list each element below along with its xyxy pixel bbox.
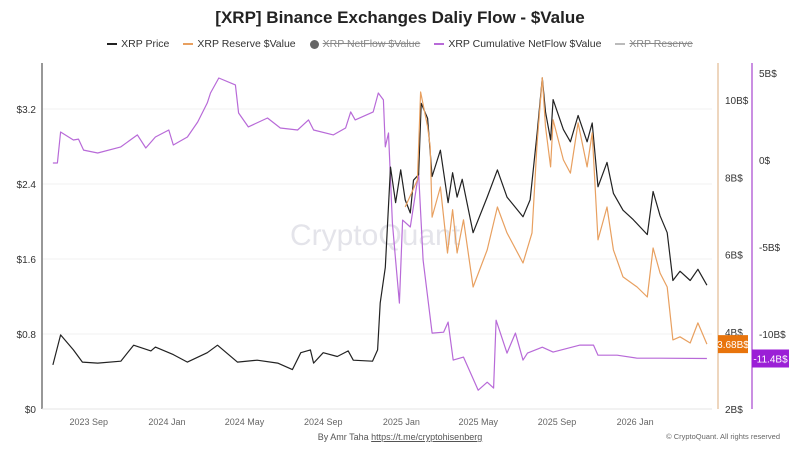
- legend-item-xrp-netflow-value[interactable]: XRP NetFlow $Value: [309, 38, 421, 50]
- x-tick-label: 2024 Sep: [304, 417, 343, 427]
- author-credit: By Amr Taha: [317, 432, 369, 442]
- line-swatch-icon: [434, 43, 445, 45]
- legend-item-xrp-reserve[interactable]: XRP Reserve: [615, 38, 693, 50]
- legend: XRP Price XRP Reserve $Value XRP NetFlow…: [0, 38, 800, 50]
- legend-item-xrp-reserve-value[interactable]: XRP Reserve $Value: [183, 38, 296, 50]
- series-line-xrp-cumulative-netflow-value: [52, 77, 707, 391]
- reserve-tick-label: 4B$: [725, 328, 743, 339]
- line-swatch-icon: [183, 43, 194, 45]
- cumulative-tick-label: 5B$: [759, 69, 777, 80]
- price-tick-label: $0.8: [17, 330, 37, 341]
- x-tick-label: 2025 May: [458, 417, 498, 427]
- series-line-xrp-reserve-value: [404, 77, 708, 345]
- reserve-tick-label: 10B$: [725, 96, 749, 107]
- last-value-label: 3.68B$: [717, 340, 749, 351]
- author-link[interactable]: https://t.me/cryptohisenberg: [371, 432, 483, 442]
- x-tick-label: 2024 Jan: [148, 417, 185, 427]
- footer: By Amr Taha https://t.me/cryptohisenberg: [0, 432, 800, 442]
- legend-item-xrp-price[interactable]: XRP Price: [107, 38, 169, 50]
- reserve-tick-label: 6B$: [725, 251, 743, 262]
- price-tick-label: $1.6: [17, 255, 37, 266]
- price-tick-label: $3.2: [17, 105, 37, 116]
- legend-label: XRP Cumulative NetFlow $Value: [448, 38, 602, 50]
- x-tick-label: 2025 Jan: [383, 417, 420, 427]
- x-tick-label: 2026 Jan: [617, 417, 654, 427]
- gridlines: [42, 108, 712, 335]
- legend-label: XRP Price: [121, 38, 170, 50]
- x-tick-label: 2024 May: [225, 417, 265, 427]
- cumulative-tick-label: -10B$: [759, 330, 786, 341]
- series-layer: [52, 77, 708, 391]
- watermark: CryptoQuant: [290, 219, 461, 252]
- x-tick-label: 2025 Sep: [538, 417, 577, 427]
- cumulative-tick-label: -5B$: [759, 243, 781, 254]
- legend-item-xrp-cumulative-netflow[interactable]: XRP Cumulative NetFlow $Value: [434, 38, 601, 50]
- legend-label: XRP Reserve: [629, 38, 693, 50]
- line-swatch-icon: [107, 43, 118, 45]
- circle-swatch-icon: [309, 39, 319, 49]
- chart-title: [XRP] Binance Exchanges Daliy Flow - $Va…: [215, 8, 585, 27]
- copyright: © CryptoQuant. All rights reserved: [666, 432, 780, 441]
- legend-label: XRP Reserve $Value: [197, 38, 296, 50]
- reserve-tick-label: 8B$: [725, 173, 743, 184]
- x-tick-label: 2023 Sep: [70, 417, 109, 427]
- last-value-label: -11.4B$: [753, 355, 788, 366]
- reserve-tick-label: 2B$: [725, 405, 743, 416]
- price-tick-label: $0: [25, 405, 37, 416]
- value-labels: 3.68B$ -11.4B$: [717, 335, 789, 368]
- legend-label: XRP NetFlow $Value: [322, 38, 421, 50]
- price-tick-label: $2.4: [17, 180, 37, 191]
- line-swatch-icon: [615, 43, 626, 45]
- cumulative-tick-label: 0$: [759, 156, 771, 167]
- last-value-badge: [718, 335, 748, 354]
- last-value-badge: [752, 349, 789, 368]
